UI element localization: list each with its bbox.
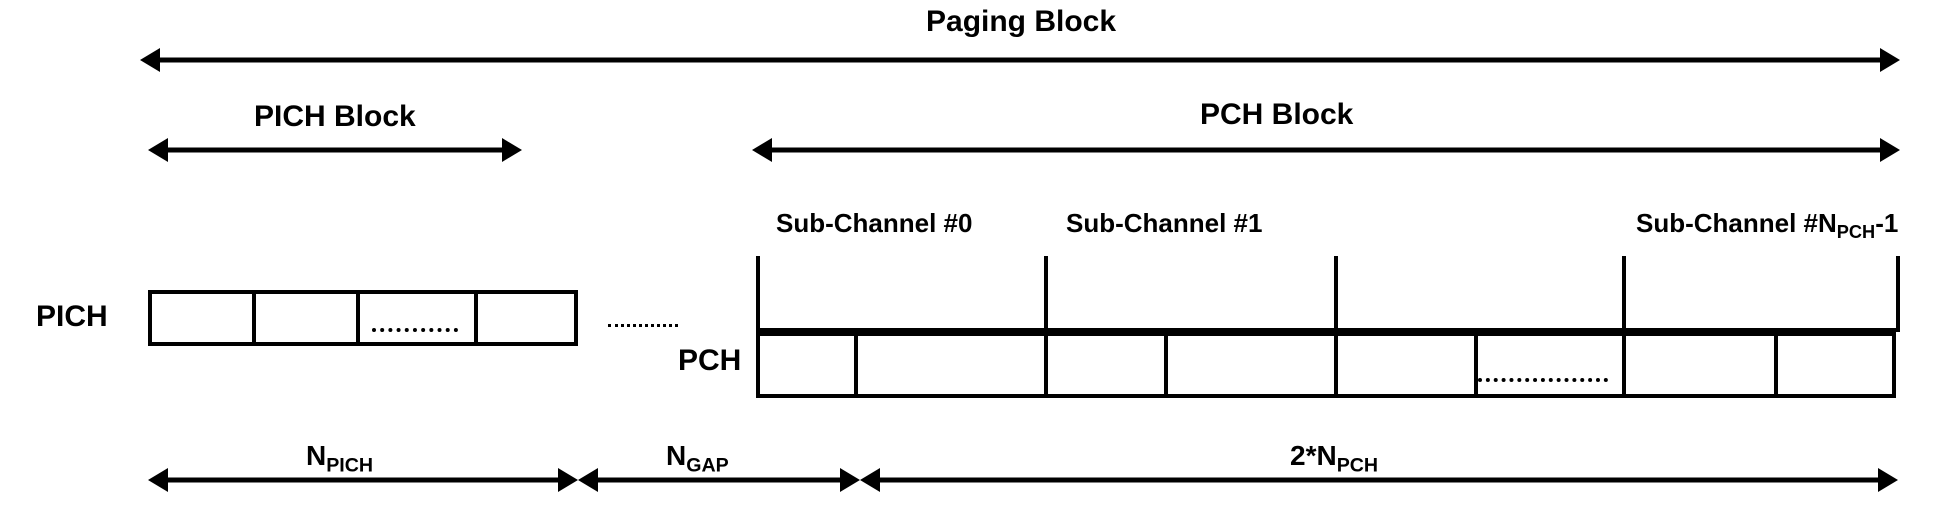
- pch-subchannel-marker: [756, 256, 760, 332]
- pch-subchannel-header-box: [756, 256, 1896, 332]
- pch-subchannel-marker: [1622, 256, 1626, 332]
- pich-box: [148, 290, 578, 346]
- pich-divider: [356, 290, 360, 346]
- pich-ellipsis: [372, 328, 458, 332]
- n-gap-label: NGAP: [666, 440, 729, 478]
- pich-divider: [252, 290, 256, 346]
- paging-block-title: Paging Block: [926, 5, 1116, 39]
- pich-block-label: PICH Block: [254, 100, 416, 134]
- pch-cell-divider: [854, 332, 858, 398]
- pch-cell-divider: [1474, 332, 1478, 398]
- pch-ellipsis: [1478, 378, 1608, 382]
- gap-ellipsis: [608, 324, 678, 327]
- pch-subchannel-marker: [1044, 256, 1048, 332]
- pch-cell-divider: [1622, 332, 1626, 398]
- pch-label: PCH: [678, 344, 741, 378]
- pch-cell-divider: [1774, 332, 1778, 398]
- two-n-pch-label: 2*NPCH: [1290, 440, 1378, 478]
- pch-block-label: PCH Block: [1200, 98, 1353, 132]
- pch-subchannel-marker: [1334, 256, 1338, 332]
- pch-cells-box: [756, 332, 1896, 398]
- pch-cell-divider: [1334, 332, 1338, 398]
- pch-cell-divider: [1044, 332, 1048, 398]
- pch-subchannel-marker: [1896, 256, 1900, 332]
- pch-cell-divider: [1164, 332, 1168, 398]
- pich-label: PICH: [36, 300, 108, 334]
- paging-block-diagram: Paging Block PICH Block PCH Block PICH P…: [0, 0, 1944, 530]
- subchannel-n-label: Sub-Channel #NPCH-1: [1636, 208, 1898, 243]
- subchannel-1-label: Sub-Channel #1: [1066, 208, 1262, 239]
- pich-divider: [474, 290, 478, 346]
- n-pich-label: NPICH: [306, 440, 373, 478]
- subchannel-0-label: Sub-Channel #0: [776, 208, 972, 239]
